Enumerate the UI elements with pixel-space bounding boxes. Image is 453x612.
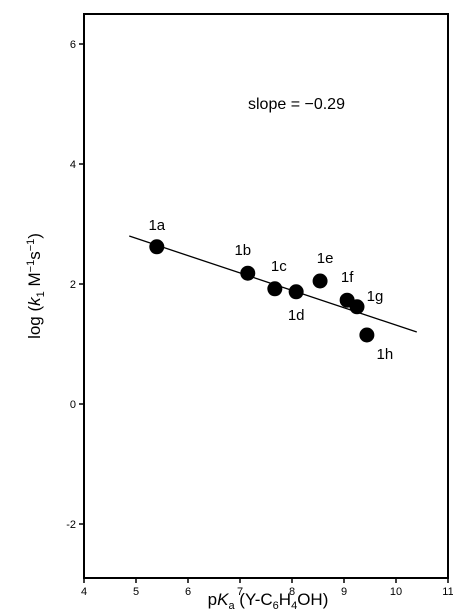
x-axis-label-part: a <box>228 600 235 612</box>
x-axis-label-part: K <box>217 590 229 609</box>
x-tick-label: 7 <box>237 586 243 598</box>
data-point <box>240 265 256 281</box>
point-label: 1e <box>317 250 334 267</box>
x-axis-label-part: 6 <box>273 600 279 612</box>
plot-frame <box>83 13 449 579</box>
x-tick-label: 5 <box>133 586 139 598</box>
y-tick-label: 0 <box>70 399 76 411</box>
point-label: 1g <box>367 288 384 305</box>
y-axis-label-part: ) <box>25 233 44 239</box>
y-axis-label-part: k <box>25 296 44 306</box>
annotation: slope = −0.29 <box>248 96 345 113</box>
y-tick-label: 6 <box>70 39 76 51</box>
y-axis-label-part: −1 <box>25 239 37 252</box>
x-tick-label: 8 <box>289 586 295 598</box>
point-label: 1a <box>148 217 165 234</box>
x-axis-label-part: p <box>208 590 217 609</box>
x-axis-label-part: H <box>279 590 291 609</box>
data-point <box>349 299 365 315</box>
data-point <box>312 273 328 289</box>
point-label: 1h <box>377 346 394 363</box>
point-label: 1c <box>271 258 287 275</box>
data-point <box>359 327 375 343</box>
data-point <box>288 284 304 300</box>
data-point <box>149 239 165 255</box>
point-label: 1b <box>234 242 251 259</box>
x-tick-label: 4 <box>81 586 87 598</box>
x-tick-label: 11 <box>442 586 453 598</box>
point-label: 1f <box>341 269 354 286</box>
y-axis-label-part: s <box>25 251 44 260</box>
data-point <box>267 281 283 297</box>
y-axis-label-part: 1 <box>35 291 47 297</box>
x-axis-label-part: (Y-C <box>235 590 273 609</box>
x-tick-label: 9 <box>341 586 347 598</box>
x-axis-label-part: 4 <box>291 600 297 612</box>
y-axis-label-part: M <box>25 272 44 291</box>
y-tick-label: 4 <box>70 159 76 171</box>
y-tick-label: 2 <box>70 279 76 291</box>
x-tick-label: 10 <box>390 586 402 598</box>
x-axis-label: pKa (Y-C6H4OH) <box>208 590 329 612</box>
x-axis-label-part: OH) <box>297 590 328 609</box>
point-label: 1d <box>288 307 305 324</box>
y-axis-label-part: log ( <box>25 306 44 339</box>
y-axis-label: log (k1 M−1s−1) <box>25 233 47 339</box>
x-tick-label: 6 <box>185 586 191 598</box>
y-tick-label: -2 <box>66 519 76 531</box>
y-axis-label-part: −1 <box>25 260 37 273</box>
